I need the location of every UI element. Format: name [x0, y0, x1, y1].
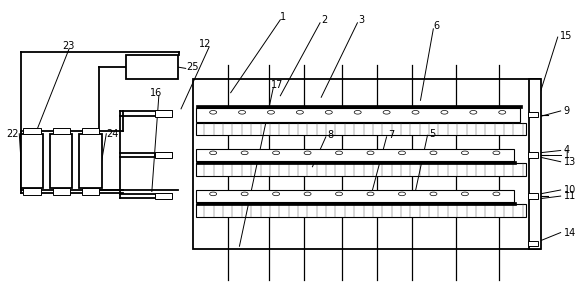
- Bar: [21, 134, 43, 188]
- Text: 4: 4: [564, 146, 569, 155]
- Bar: [53, 128, 70, 134]
- Bar: [196, 163, 526, 176]
- Text: 1: 1: [564, 150, 569, 160]
- Bar: [155, 110, 172, 117]
- Bar: [193, 79, 540, 249]
- Text: 2: 2: [321, 15, 327, 25]
- Text: 17: 17: [271, 80, 284, 90]
- Text: 11: 11: [564, 191, 576, 201]
- Bar: [79, 134, 102, 188]
- Bar: [126, 55, 178, 79]
- Bar: [528, 152, 538, 158]
- Bar: [155, 152, 172, 158]
- Bar: [196, 123, 526, 135]
- Bar: [196, 105, 522, 108]
- Bar: [23, 188, 41, 195]
- Text: 12: 12: [199, 39, 212, 49]
- Text: 23: 23: [62, 41, 75, 50]
- Bar: [82, 188, 99, 195]
- Bar: [196, 149, 514, 161]
- Bar: [155, 193, 172, 199]
- Text: 24: 24: [106, 129, 119, 139]
- Bar: [53, 188, 70, 195]
- Text: 15: 15: [559, 32, 572, 41]
- Bar: [196, 161, 516, 164]
- Bar: [528, 112, 538, 118]
- Text: 5: 5: [429, 129, 435, 139]
- Text: 22: 22: [6, 129, 19, 139]
- Bar: [196, 190, 514, 202]
- Text: 6: 6: [434, 21, 440, 31]
- Text: 9: 9: [564, 106, 569, 116]
- Text: 10: 10: [564, 185, 576, 195]
- Text: 13: 13: [564, 157, 576, 167]
- Bar: [529, 79, 541, 249]
- Bar: [196, 204, 526, 217]
- Text: 3: 3: [358, 15, 364, 25]
- Text: 16: 16: [151, 88, 162, 98]
- Bar: [528, 193, 538, 199]
- Text: 1: 1: [280, 12, 286, 22]
- Bar: [23, 128, 41, 134]
- Bar: [528, 241, 538, 246]
- Bar: [196, 202, 516, 205]
- Text: 8: 8: [327, 130, 333, 140]
- Text: 25: 25: [186, 62, 199, 72]
- Text: 7: 7: [388, 130, 394, 140]
- Bar: [82, 128, 99, 134]
- Text: 14: 14: [564, 228, 576, 237]
- Bar: [196, 108, 520, 122]
- Bar: [50, 134, 72, 188]
